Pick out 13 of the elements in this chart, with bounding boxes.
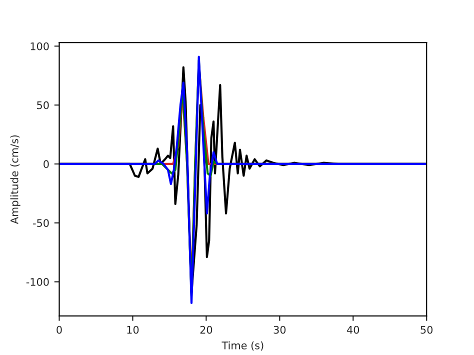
x-tick-label: 50 xyxy=(420,326,433,334)
y-tick-label: 50 xyxy=(37,101,49,110)
x-tick-label: 20 xyxy=(200,326,212,334)
x-tick-label: 10 xyxy=(127,326,139,334)
y-axis-title: Amplitude (cm/s) xyxy=(10,135,20,224)
x-tick-label: 30 xyxy=(274,326,286,334)
y-tick-label: 0 xyxy=(44,160,49,168)
x-tick-label: 40 xyxy=(347,326,360,334)
y-tick-label: -50 xyxy=(33,219,49,227)
y-tick-label: -100 xyxy=(26,278,49,286)
x-tick-label: 0 xyxy=(56,326,62,334)
x-axis-title: Time (s) xyxy=(222,341,264,351)
y-tick-label: 100 xyxy=(30,42,49,50)
